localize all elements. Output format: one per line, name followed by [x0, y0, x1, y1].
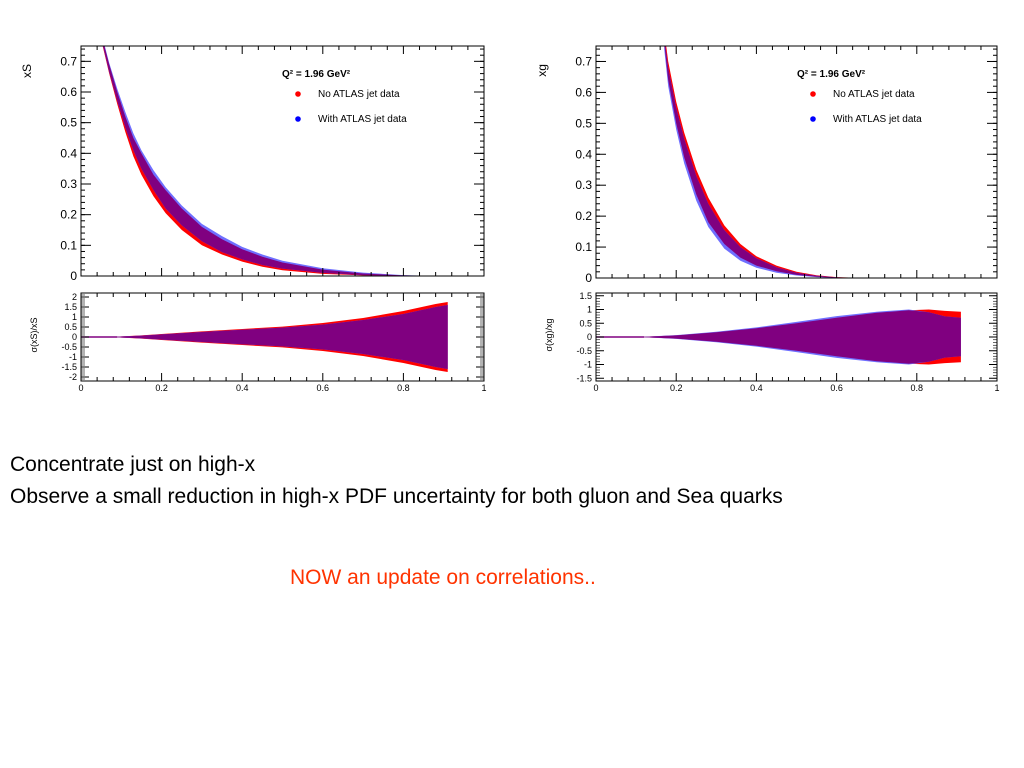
ratio-x-tick-label: 1	[994, 383, 999, 393]
ratio-y-tick-label: -1	[584, 360, 592, 370]
legend-label-no-atlas: No ATLAS jet data	[833, 89, 915, 100]
series-band-no-atlas	[102, 46, 428, 276]
legend-marker-with-atlas	[295, 116, 301, 122]
ratio-y-tick-label: 0.5	[579, 318, 592, 328]
band-group	[664, 46, 877, 278]
y-tick-label: 0.5	[60, 116, 77, 130]
ratio-x-tick-label: 0	[593, 383, 598, 393]
ratio-y-axis-title: σ(xg)/xg	[544, 318, 554, 351]
ratio-y-tick-label: -1	[69, 352, 77, 362]
ratio-y-tick-label: 1	[72, 312, 77, 322]
ratio-y-tick-label: 0	[587, 332, 592, 342]
ratio-x-tick-label: 0.2	[155, 383, 168, 393]
ratio-x-tick-label: 0.4	[236, 383, 249, 393]
y-tick-label: 0.2	[60, 208, 77, 222]
legend-label-with-atlas: With ATLAS jet data	[833, 114, 922, 125]
y-tick-label: 0.4	[60, 146, 77, 160]
y-tick-label: 0.1	[575, 240, 592, 254]
y-tick-label: 0	[70, 269, 77, 283]
ratio-y-tick-label: -1.5	[576, 373, 592, 383]
band-group	[102, 46, 428, 276]
legend-label-no-atlas: No ATLAS jet data	[318, 89, 400, 100]
ratio-band-overlap	[117, 305, 448, 369]
y-tick-label: 0.4	[575, 147, 592, 161]
ratio-y-axis-title: σ(xS)/xS	[29, 317, 39, 352]
y-tick-label: 0	[585, 271, 592, 285]
ratio-y-tick-label: 0.5	[64, 322, 77, 332]
ratio-y-tick-label: -2	[69, 372, 77, 382]
series-band-overlap	[664, 46, 877, 278]
slide-line-observation: Observe a small reduction in high-x PDF …	[10, 485, 783, 508]
series-band-with-atlas	[103, 46, 428, 276]
ratio-x-tick-label: 0	[78, 383, 83, 393]
ratio-y-tick-label: -0.5	[576, 346, 592, 356]
plot-frame	[595, 45, 998, 279]
y-tick-label: 0.7	[575, 54, 592, 68]
y-tick-label: 0.2	[575, 209, 592, 223]
ratio-y-tick-label: 1.5	[64, 302, 77, 312]
y-tick-label: 0.6	[575, 85, 592, 99]
ratio-x-tick-label: 0.8	[397, 383, 410, 393]
legend-label-with-atlas: With ATLAS jet data	[318, 114, 407, 125]
legend-marker-no-atlas	[295, 91, 301, 97]
chart-panel-xg: 0 0.1 0.2 0.3 0.4 0.5 0.6 0.7 xg Q² = 1.96 GeV² No…	[535, 45, 1000, 393]
legend-marker-no-atlas	[810, 91, 816, 97]
ratio-x-tick-label: 0.8	[911, 383, 924, 393]
legend-marker-with-atlas	[810, 116, 816, 122]
ratio-x-tick-label: 0.4	[750, 383, 763, 393]
ratio-y-tick-label: -1.5	[61, 362, 77, 372]
ratio-y-tick-label: 0	[72, 332, 77, 342]
ratio-y-tick-label: 1	[587, 305, 592, 315]
slide-body-text: Concentrate just on high-x Observe a sma…	[10, 449, 783, 513]
ratio-y-tick-label: -0.5	[61, 342, 77, 352]
plot-frame	[80, 45, 485, 277]
legend-title: Q² = 1.96 GeV²	[282, 69, 351, 80]
slide-line-concentrate: Concentrate just on high-x	[10, 453, 256, 476]
series-band-overlap	[103, 46, 428, 276]
ratio-x-tick-label: 1	[481, 383, 486, 393]
ratio-x-tick-label: 0.6	[830, 383, 843, 393]
y-tick-label: 0.3	[60, 177, 77, 191]
y-axis-title: xS	[20, 64, 34, 78]
ratio-x-tick-label: 0.2	[670, 383, 683, 393]
pdf-comparison-figure: 0 0.1 0.2 0.3 0.4 0.5 0.6 0.7 xS Q² = 1.96 GeV² No…	[20, 45, 1000, 393]
y-tick-label: 0.6	[60, 85, 77, 99]
ratio-y-tick-label: 1.5	[579, 291, 592, 301]
ratio-y-tick-label: 2	[72, 292, 77, 302]
y-tick-label: 0.7	[60, 54, 77, 68]
ratio-x-tick-label: 0.6	[317, 383, 330, 393]
y-tick-label: 0.1	[60, 238, 77, 252]
legend-title: Q² = 1.96 GeV²	[797, 69, 866, 80]
chart-panel-xS: 0 0.1 0.2 0.3 0.4 0.5 0.6 0.7 xS Q² = 1.96 GeV² No…	[20, 45, 487, 393]
y-tick-label: 0.3	[575, 178, 592, 192]
y-tick-label: 0.5	[575, 116, 592, 130]
series-band-no-atlas	[664, 46, 877, 278]
ratio-band-overlap	[644, 310, 961, 364]
slide-note-correlations: NOW an update on correlations..	[290, 566, 596, 589]
y-axis-title: xg	[535, 64, 549, 77]
